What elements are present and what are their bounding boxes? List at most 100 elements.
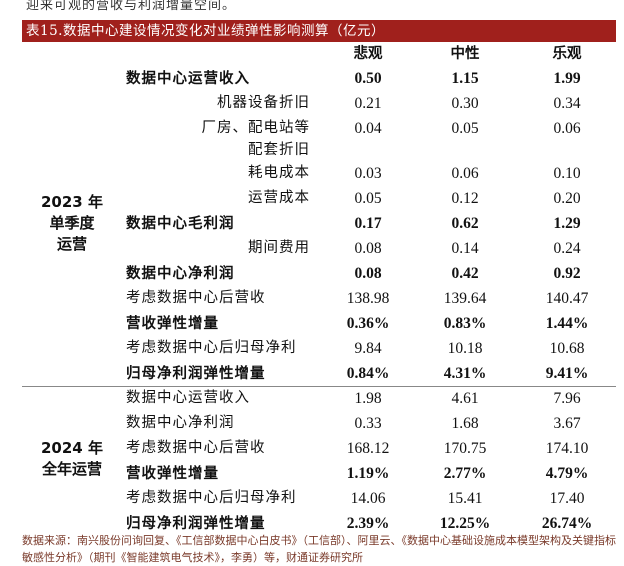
table-row: 机器设备折旧 0.21 0.30 0.34 [22, 91, 616, 116]
value-cell: 0.04 [354, 120, 382, 137]
row-label: 数据中心运营收入 [126, 390, 250, 406]
group-label-line: 运营 [56, 235, 87, 253]
value-cell: 0.83% [443, 315, 487, 332]
value-cell: 2.39% [346, 515, 390, 532]
value-cell: 0.06 [451, 165, 479, 182]
value-cell: 1.15 [451, 70, 479, 87]
value-cell: 0.42 [451, 265, 479, 282]
table-row: 耗电成本 0.03 0.06 0.10 [22, 161, 616, 186]
table-row: 考虑数据中心后归母净利 14.06 15.41 17.40 [22, 486, 616, 511]
value-cell: 0.17 [354, 215, 382, 232]
row-label: 期间费用 [248, 240, 310, 256]
value-cell: 2.77% [443, 465, 487, 482]
value-cell: 0.03 [354, 165, 382, 182]
value-cell [327, 138, 409, 163]
value-cell: 140.47 [545, 290, 589, 307]
table-row: 数据中心运营收入 0.50 1.15 1.99 [22, 66, 616, 91]
value-cell: 9.84 [354, 340, 382, 357]
value-cell: 170.75 [443, 440, 487, 457]
group-label-line: 单季度 [49, 214, 95, 232]
value-cell: 0.06 [553, 120, 581, 137]
value-cell: 139.64 [443, 290, 487, 307]
table-header-row: 悲观 中性 乐观 [22, 42, 616, 67]
group-label-line: 2024 年 [41, 439, 103, 457]
value-cell: 1.99 [553, 70, 581, 87]
value-cell: 0.21 [354, 95, 382, 112]
row-label: 数据中心净利润 [126, 265, 235, 282]
table-row: 营收弹性增量 1.19% 2.77% 4.79% [22, 461, 616, 486]
value-cell: 0.08 [354, 265, 382, 282]
group-label-line: 全年运营 [41, 460, 102, 478]
value-cell: 3.67 [553, 415, 581, 432]
value-cell [522, 138, 612, 163]
row-label: 归母净利润弹性增量 [126, 515, 266, 532]
row-label: 考虑数据中心后归母净利 [126, 340, 297, 356]
table-row: 厂房、配电站等 0.04 0.05 0.06 [22, 116, 616, 141]
row-label: 数据中心净利润 [126, 415, 235, 431]
table-row: 运营成本 0.05 0.12 0.20 [22, 186, 616, 211]
value-cell: 0.14 [451, 240, 479, 257]
row-label: 机器设备折旧 [217, 95, 310, 111]
table-row: 期间费用 0.08 0.14 0.24 [22, 236, 616, 261]
value-cell: 0.84% [346, 365, 390, 382]
column-header-neutral: 中性 [450, 46, 480, 62]
column-header-optimistic: 乐观 [552, 46, 582, 62]
value-cell: 14.06 [350, 490, 386, 507]
table-row: 考虑数据中心后营收 168.12 170.75 174.10 [22, 436, 616, 461]
value-cell: 0.30 [451, 95, 479, 112]
row-label: 耗电成本 [248, 165, 310, 181]
value-cell: 0.08 [354, 240, 382, 257]
value-cell: 0.62 [451, 215, 479, 232]
value-cell: 0.20 [553, 190, 581, 207]
table-row: 配套折旧 [22, 138, 616, 163]
group-separator [22, 386, 616, 387]
table-row: 归母净利润弹性增量 0.84% 4.31% 9.41% [22, 361, 616, 386]
group-label-line: 2023 年 [41, 193, 103, 211]
value-cell: 9.41% [545, 365, 589, 382]
table-row: 数据中心净利润 0.08 0.42 0.92 [22, 261, 616, 286]
value-cell: 4.61 [451, 390, 479, 407]
value-cell: 1.68 [451, 415, 479, 432]
value-cell: 138.98 [346, 290, 390, 307]
value-cell: 1.19% [346, 465, 390, 482]
row-label: 运营成本 [248, 190, 310, 206]
value-cell: 1.98 [354, 390, 382, 407]
table-row: 数据中心毛利润 0.17 0.62 1.29 [22, 211, 616, 236]
table-row: 考虑数据中心后营收 138.98 139.64 140.47 [22, 286, 616, 311]
value-cell: 0.34 [553, 95, 581, 112]
value-cell: 12.25% [439, 515, 491, 532]
group-label-2024: 2024 年 全年运营 [22, 438, 122, 480]
row-label: 数据中心毛利润 [126, 215, 235, 232]
table-row: 数据中心运营收入 1.98 4.61 7.96 [22, 386, 616, 411]
row-label: 配套折旧 [248, 142, 310, 158]
row-label: 数据中心运营收入 [126, 70, 250, 87]
value-cell: 0.50 [354, 70, 382, 87]
table-row: 数据中心净利润 0.33 1.68 3.67 [22, 411, 616, 436]
table-title: 表15.数据中心建设情况变化对业绩弹性影响测算（亿元） [22, 20, 616, 42]
row-label: 归母净利润弹性增量 [126, 365, 266, 382]
row-label: 厂房、配电站等 [201, 120, 310, 136]
value-cell: 0.05 [354, 190, 382, 207]
value-cell: 10.68 [549, 340, 585, 357]
value-cell: 15.41 [447, 490, 483, 507]
value-cell: 7.96 [553, 390, 581, 407]
source-footnote: 数据来源：南兴股份问询回复、《工信部数据中心白皮书》（工信部）、阿里云、《数据中… [22, 534, 616, 564]
value-cell: 0.10 [553, 165, 581, 182]
row-label: 营收弹性增量 [126, 315, 219, 332]
value-cell: 0.36% [346, 315, 390, 332]
group-label-2023: 2023 年 单季度 运营 [22, 192, 122, 255]
value-cell: 0.33 [354, 415, 382, 432]
table-row: 营收弹性增量 0.36% 0.83% 1.44% [22, 311, 616, 336]
value-cell: 0.05 [451, 120, 479, 137]
value-cell: 1.29 [553, 215, 581, 232]
row-label: 营收弹性增量 [126, 465, 219, 482]
value-cell: 1.44% [545, 315, 589, 332]
row-label: 考虑数据中心后归母净利 [126, 490, 297, 506]
value-cell [417, 138, 513, 163]
table-row: 归母净利润弹性增量 2.39% 12.25% 26.74% [22, 511, 616, 536]
value-cell: 4.79% [545, 465, 589, 482]
value-cell: 0.92 [553, 265, 581, 282]
value-cell: 168.12 [346, 440, 390, 457]
value-cell: 26.74% [541, 515, 593, 532]
value-cell: 0.24 [553, 240, 581, 257]
